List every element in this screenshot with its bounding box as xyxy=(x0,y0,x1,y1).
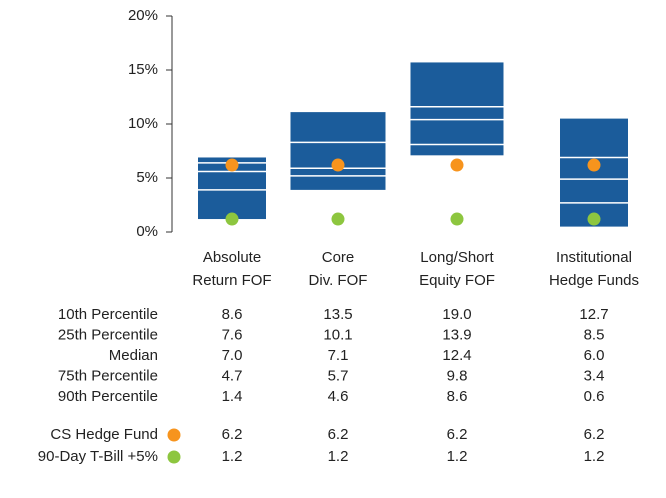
legend-label: CS Hedge Fund xyxy=(50,426,158,443)
x-tick-label: Long/Short xyxy=(420,249,494,266)
cell: 19.0 xyxy=(442,306,471,323)
cell: 3.4 xyxy=(584,367,605,384)
legend-label: 90-Day T-Bill +5% xyxy=(38,448,158,465)
x-tick-label: Absolute xyxy=(203,249,261,266)
row-label: Median xyxy=(109,347,158,364)
cell: 13.9 xyxy=(442,326,471,343)
box xyxy=(290,112,386,190)
cell: 6.2 xyxy=(328,426,349,443)
dot xyxy=(450,212,464,226)
y-tick-label: 5% xyxy=(136,169,158,186)
cell: 1.4 xyxy=(222,388,243,405)
x-tick-label: Div. FOF xyxy=(309,272,368,289)
cell: 5.7 xyxy=(328,367,349,384)
cell: 12.4 xyxy=(442,347,471,364)
cell: 0.6 xyxy=(584,388,605,405)
legend-swatch xyxy=(167,450,181,464)
row-label: 90th Percentile xyxy=(58,388,158,405)
dot xyxy=(587,212,601,226)
box xyxy=(560,118,628,227)
cell: 4.7 xyxy=(222,367,243,384)
y-tick-label: 10% xyxy=(128,115,158,132)
cell: 1.2 xyxy=(447,448,468,465)
cell: 7.6 xyxy=(222,326,243,343)
cell: 7.1 xyxy=(328,347,349,364)
cell: 8.6 xyxy=(222,306,243,323)
cell: 1.2 xyxy=(584,448,605,465)
row-label: 75th Percentile xyxy=(58,367,158,384)
cell: 13.5 xyxy=(323,306,352,323)
row-label: 25th Percentile xyxy=(58,326,158,343)
cell: 6.2 xyxy=(447,426,468,443)
dot xyxy=(225,158,239,172)
dot xyxy=(450,158,464,172)
legend-swatch xyxy=(167,428,181,442)
dot xyxy=(331,158,345,172)
cell: 12.7 xyxy=(579,306,608,323)
box xyxy=(410,62,504,156)
y-tick-label: 0% xyxy=(136,223,158,240)
cell: 6.2 xyxy=(222,426,243,443)
cell: 4.6 xyxy=(328,388,349,405)
dot xyxy=(587,158,601,172)
dot xyxy=(225,212,239,226)
cell: 8.5 xyxy=(584,326,605,343)
cell: 6.2 xyxy=(584,426,605,443)
cell: 6.0 xyxy=(584,347,605,364)
x-tick-label: Hedge Funds xyxy=(549,272,639,289)
x-tick-label: Equity FOF xyxy=(419,272,495,289)
cell: 1.2 xyxy=(328,448,349,465)
cell: 10.1 xyxy=(323,326,352,343)
dot xyxy=(331,212,345,226)
y-tick-label: 15% xyxy=(128,61,158,78)
y-tick-label: 20% xyxy=(128,7,158,24)
cell: 7.0 xyxy=(222,347,243,364)
row-label: 10th Percentile xyxy=(58,306,158,323)
cell: 8.6 xyxy=(447,388,468,405)
x-tick-label: Core xyxy=(322,249,355,266)
x-tick-label: Institutional xyxy=(556,249,632,266)
cell: 1.2 xyxy=(222,448,243,465)
x-tick-label: Return FOF xyxy=(192,272,271,289)
cell: 9.8 xyxy=(447,367,468,384)
